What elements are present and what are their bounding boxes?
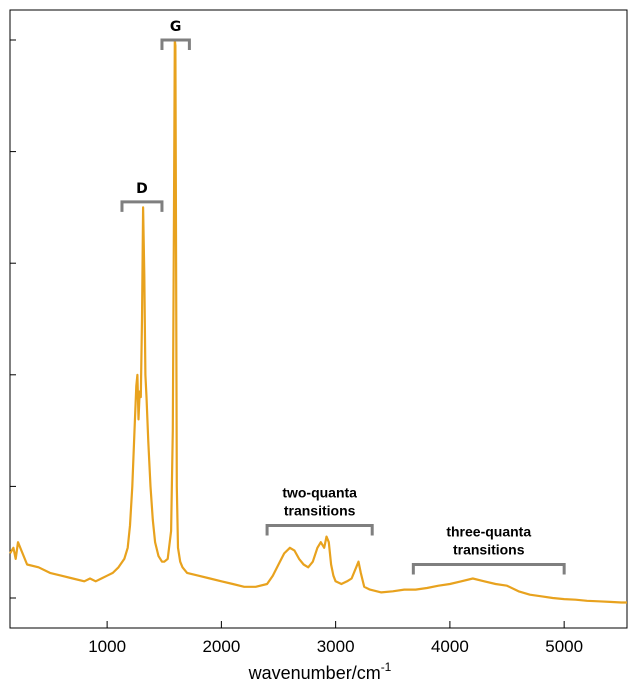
x-tick-label: 4000 — [431, 637, 469, 656]
axis-ticks — [10, 39, 565, 628]
annotation-bracket — [411, 563, 566, 575]
annotation-bracket — [265, 523, 374, 536]
annotation-label: G — [170, 19, 182, 35]
spectrum-line — [9, 38, 627, 604]
x-tick-label: 1000 — [88, 637, 126, 656]
annotation-label: three-quanta — [446, 524, 531, 540]
annotation-label: D — [136, 181, 148, 197]
x-axis-title: wavenumber/cm-1 — [248, 660, 392, 683]
annotation-label: two-quanta — [282, 484, 357, 500]
annotation-bracket — [120, 200, 164, 212]
annotation-label: transitions — [453, 542, 525, 558]
x-tick-label: 5000 — [545, 637, 583, 656]
plot-frame — [9, 9, 628, 629]
x-tick-label: 3000 — [317, 637, 355, 656]
annotation-bracket — [160, 38, 191, 50]
annotation-label: transitions — [284, 502, 356, 518]
x-tick-label: 2000 — [202, 637, 240, 656]
x-tick-labels: 1000 2000 3000 4000 5000 — [88, 637, 583, 656]
